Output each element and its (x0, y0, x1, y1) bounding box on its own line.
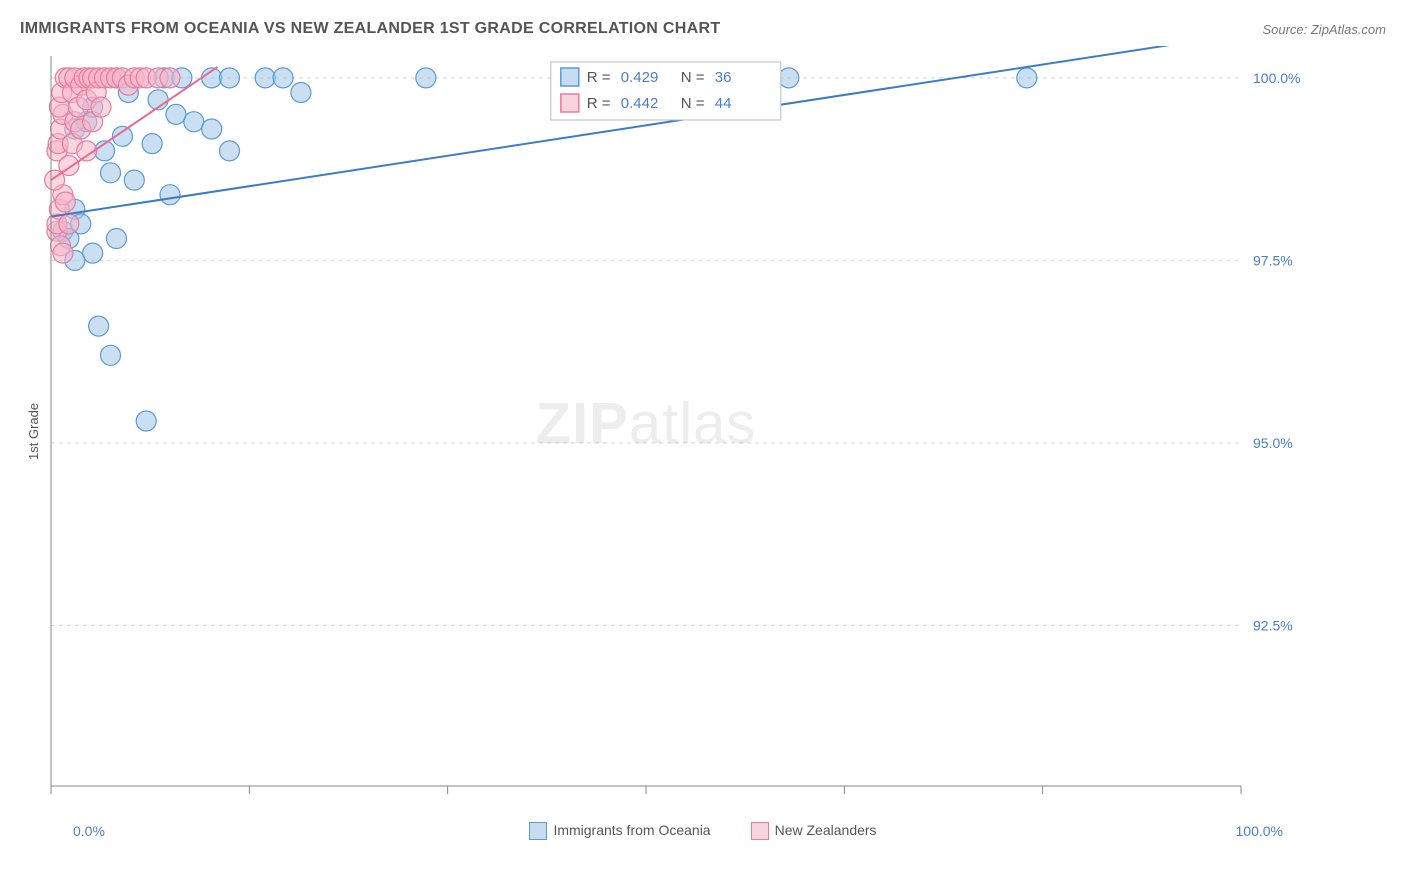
data-point (101, 345, 121, 365)
data-point (160, 68, 180, 88)
chart-area: 1st Grade 92.5% 95.0% 97.5% 100.0% ZIPatlas R… (20, 46, 1386, 816)
legend-swatch-icon (751, 822, 769, 840)
legend-item: Immigrants from Oceania (529, 822, 710, 840)
data-point (202, 119, 222, 139)
data-point (255, 68, 275, 88)
data-point (83, 243, 103, 263)
data-point (220, 68, 240, 88)
scatter-plot: 92.5% 95.0% 97.5% 100.0% ZIPatlas R = 0.429 N … (41, 46, 1321, 816)
y-tick-label: 97.5% (1253, 252, 1293, 268)
x-tick-label-max: 100.0% (1236, 823, 1283, 839)
data-point (142, 134, 162, 154)
data-point (1017, 68, 1037, 88)
data-point (273, 68, 293, 88)
legend-swatch (561, 68, 579, 86)
plot-container: 92.5% 95.0% 97.5% 100.0% ZIPatlas R = 0.429 N … (41, 46, 1386, 816)
data-point (53, 243, 73, 263)
legend-swatch (561, 94, 579, 112)
y-tick-label: 92.5% (1253, 617, 1293, 633)
data-point (136, 411, 156, 431)
data-point (59, 214, 79, 234)
legend-r-label: R = (587, 95, 611, 112)
y-tick-label: 100.0% (1253, 70, 1300, 86)
legend-n-label: N = (681, 95, 705, 112)
data-point (106, 229, 126, 249)
legend-label: Immigrants from Oceania (553, 822, 710, 838)
data-point (291, 83, 311, 103)
y-axis-label: 1st Grade (20, 46, 41, 816)
data-point (91, 97, 111, 117)
data-point (779, 68, 799, 88)
legend-r-value: 0.442 (621, 95, 659, 112)
data-point (184, 112, 204, 132)
legend-swatch-icon (529, 822, 547, 840)
legend-label: New Zealanders (775, 822, 877, 838)
chart-title: IMMIGRANTS FROM OCEANIA VS NEW ZEALANDER… (20, 20, 720, 38)
data-point (416, 68, 436, 88)
data-point (89, 316, 109, 336)
legend-r-value: 0.429 (621, 69, 659, 86)
legend-n-label: N = (681, 69, 705, 86)
watermark: ZIPatlas (536, 391, 757, 456)
data-point (160, 185, 180, 205)
legend-r-label: R = (587, 69, 611, 86)
bottom-legend: 0.0% 100.0% Immigrants from Oceania New Zea… (20, 822, 1386, 840)
chart-header: IMMIGRANTS FROM OCEANIA VS NEW ZEALANDER… (20, 20, 1386, 38)
data-point (55, 192, 75, 212)
data-point (101, 163, 121, 183)
legend-n-value: 36 (715, 69, 732, 86)
y-tick-label: 95.0% (1253, 435, 1293, 451)
legend-item: New Zealanders (751, 822, 877, 840)
chart-source: Source: ZipAtlas.com (1262, 22, 1386, 37)
data-point (166, 104, 186, 124)
data-point (220, 141, 240, 161)
legend-n-value: 44 (715, 95, 732, 112)
stats-legend-box (551, 62, 781, 120)
x-tick-label-min: 0.0% (73, 823, 105, 839)
data-point (124, 170, 144, 190)
